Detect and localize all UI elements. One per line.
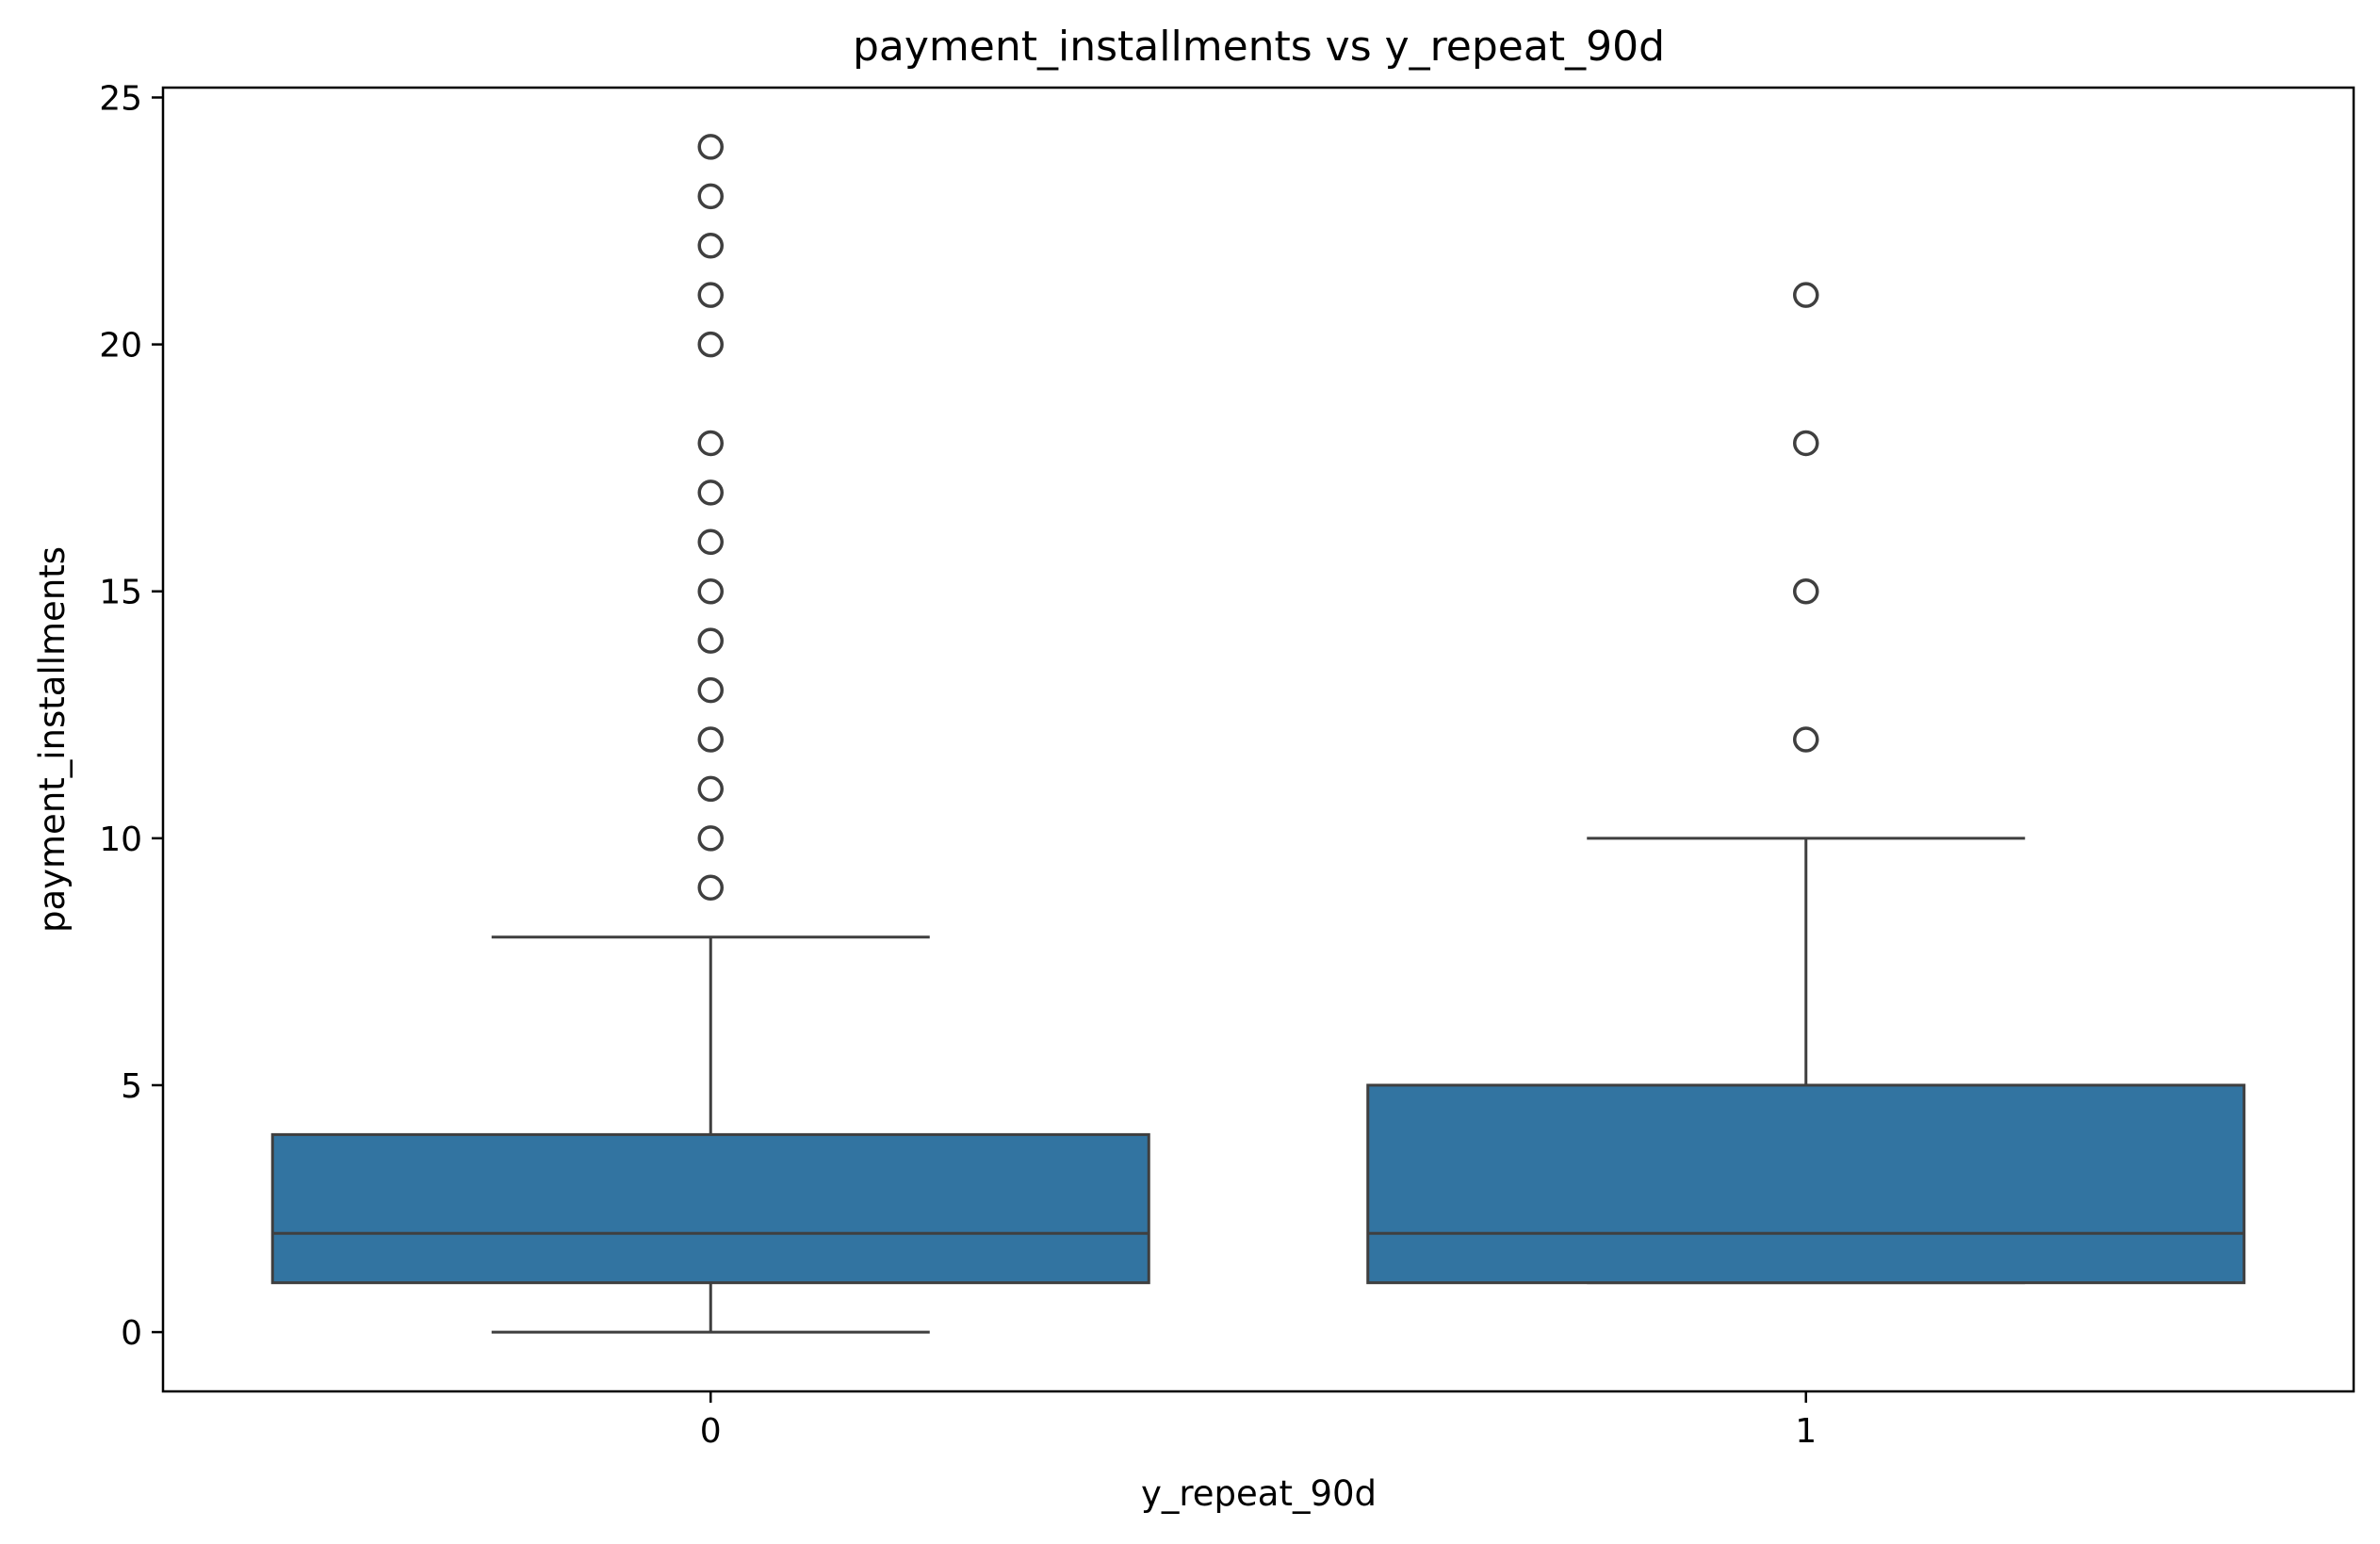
outlier-point	[697, 282, 724, 308]
y-tick-label: 10	[99, 821, 142, 859]
outlier-point	[697, 825, 724, 852]
outlier-point	[697, 134, 724, 160]
y-tick-label: 0	[121, 1314, 142, 1353]
x-axis-label: y_repeat_90d	[1141, 1473, 1377, 1514]
iqr-box	[1366, 1083, 2246, 1285]
y-tick-label: 15	[99, 574, 142, 612]
outlier-point	[697, 183, 724, 210]
x-tick-label: 1	[1795, 1412, 1817, 1451]
outlier-point	[1793, 577, 1819, 605]
outlier-point	[697, 627, 724, 654]
outlier-point	[1793, 726, 1819, 753]
chart-title: payment_installments vs y_repeat_90d	[853, 23, 1665, 71]
iqr-box	[270, 1132, 1150, 1285]
y-tick-label: 25	[99, 79, 142, 118]
outlier-point	[697, 430, 724, 457]
y-axis: 0 5 10 15 20 25	[99, 79, 163, 1353]
y-tick-label: 20	[99, 327, 142, 366]
plot-frame	[161, 86, 2356, 1393]
box-group-1	[1366, 282, 2246, 1285]
outlier-point	[697, 528, 724, 556]
outlier-point	[697, 874, 724, 902]
outlier-point	[1793, 282, 1819, 308]
outlier-point	[697, 479, 724, 506]
outlier-point	[697, 676, 724, 704]
x-tick-label: 0	[700, 1412, 722, 1451]
outlier-point	[697, 331, 724, 358]
outlier-point	[697, 726, 724, 753]
plot-area	[270, 134, 2246, 1334]
y-axis-label: payment_installments	[32, 546, 73, 933]
outlier-point	[697, 577, 724, 605]
outlier-point	[697, 233, 724, 259]
box-group-0	[270, 134, 1150, 1334]
outlier-point	[697, 775, 724, 803]
outlier-point	[1793, 430, 1819, 457]
y-tick-label: 5	[121, 1067, 142, 1106]
